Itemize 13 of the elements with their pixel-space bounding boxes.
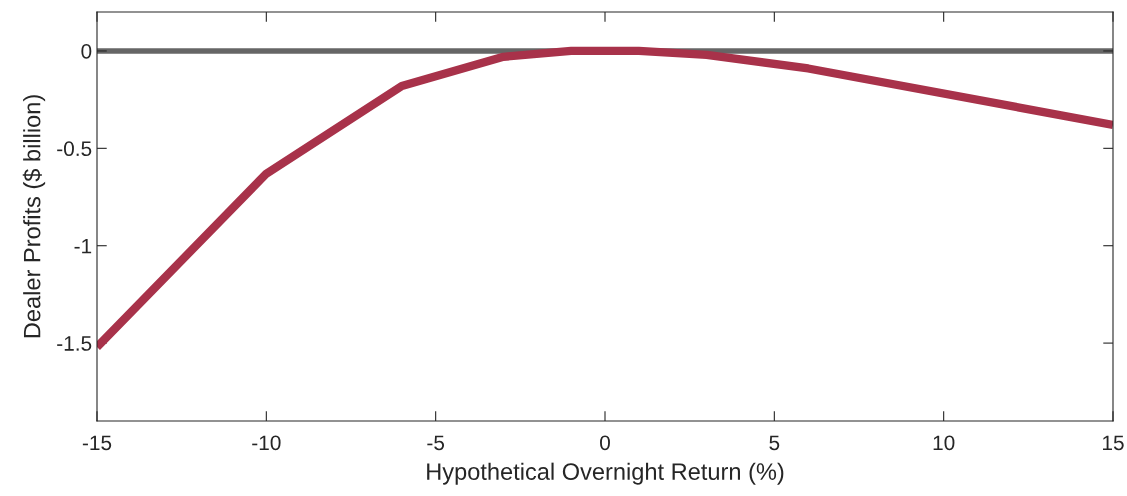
x-tick-label: -15	[82, 435, 112, 451]
y-tick-label: -1.5	[57, 336, 92, 351]
x-tick-label: -10	[252, 435, 281, 451]
y-tick-label: -1	[74, 238, 92, 254]
x-tick-label: -5	[427, 435, 445, 451]
y-axis-title: Dealer Profits ($ billion)	[22, 95, 46, 338]
x-axis-title: Hypothetical Overnight Return (%)	[427, 462, 784, 485]
y-tick-label: -0.5	[57, 141, 92, 157]
y-tick-label: 0	[81, 43, 92, 59]
x-tick-label: 5	[769, 435, 780, 451]
x-tick-label: 10	[933, 435, 955, 451]
x-tick-label: 0	[600, 435, 610, 451]
x-tick-label: 15	[1103, 435, 1124, 451]
